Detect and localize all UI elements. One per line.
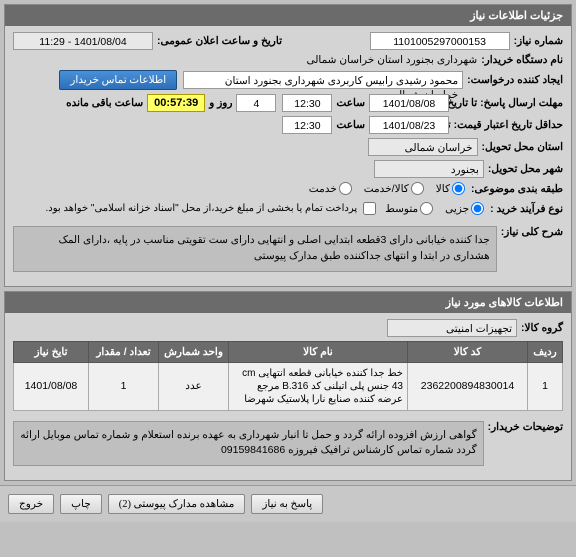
validity-date-field: 1401/08/23 — [369, 116, 449, 134]
summary-box: جدا کننده خیابانی دارای 3قطعه ابتدایی اص… — [13, 226, 497, 272]
need-details-panel: جزئیات اطلاعات نیاز شماره نیاز: 11010052… — [4, 4, 572, 287]
group-field: تجهیزات امنیتی — [387, 319, 517, 337]
panel-body-2: گروه کالا: تجهیزات امنیتی ردیف کد کالا ن… — [5, 313, 571, 481]
reply-button[interactable]: پاسخ به نیاز — [251, 494, 323, 514]
days-label: روز و — [209, 97, 232, 109]
radio-both[interactable]: خدمت — [309, 182, 354, 195]
province-field: خراسان شمالی — [368, 138, 478, 156]
panel-body-1: شماره نیاز: 1101005297000153 تاریخ و ساع… — [5, 26, 571, 286]
category-radio-group: کالا کالا/خدمت خدمت — [309, 182, 467, 195]
summary-label: شرح کلی نیاز: — [501, 226, 563, 238]
process-label: نوع فرآیند خرید : — [490, 203, 563, 215]
radio-goods[interactable]: کالا — [436, 182, 467, 195]
cell-row: 1 — [528, 362, 563, 410]
col-name: نام کالا — [229, 341, 408, 362]
cell-code: 2362200894830014 — [408, 362, 528, 410]
deadline-date-field: 1401/08/08 — [369, 94, 449, 112]
col-code: کد کالا — [408, 341, 528, 362]
announce-field: 1401/08/04 - 11:29 — [13, 32, 153, 50]
announce-label: تاریخ و ساعت اعلان عمومی: — [157, 35, 282, 47]
col-unit: واحد شمارش — [159, 341, 229, 362]
table-header-row: ردیف کد کالا نام کالا واحد شمارش تعداد /… — [14, 341, 563, 362]
goods-table: ردیف کد کالا نام کالا واحد شمارش تعداد /… — [13, 341, 563, 411]
time-label-2: ساعت — [336, 119, 365, 131]
panel-header-1: جزئیات اطلاعات نیاز — [5, 5, 571, 26]
print-button[interactable]: چاپ — [60, 494, 102, 514]
buyer-notes-box: گواهی ارزش افزوده ارائه گردد و حمل تا ان… — [13, 421, 484, 467]
table-row[interactable]: 1 2362200894830014 خط جدا کننده خیابانی … — [14, 362, 563, 410]
bottom-action-bar: پاسخ به نیاز مشاهده مدارک پیوستی (2) چاپ… — [0, 485, 576, 522]
need-no-field: 1101005297000153 — [370, 32, 510, 50]
cell-name: خط جدا کننده خیابانی قطعه انتهایی cm 43 … — [229, 362, 408, 410]
radio-service[interactable]: کالا/خدمت — [364, 182, 426, 195]
validity-label: حداقل تاریخ اعتبار قیمت: تا تاریخ: — [453, 119, 563, 131]
time-label-1: ساعت — [336, 97, 365, 109]
validity-time-field: 12:30 — [282, 116, 332, 134]
city-field: بجنورد — [374, 160, 484, 178]
buyer-label: نام دستگاه خریدار: — [481, 54, 563, 66]
col-row: ردیف — [528, 341, 563, 362]
cell-qty: 1 — [89, 362, 159, 410]
col-qty: تعداد / مقدار — [89, 341, 159, 362]
col-date: تایخ نیاز — [14, 341, 89, 362]
goods-info-panel: اطلاعات کالاهای مورد نیاز گروه کالا: تجه… — [4, 291, 572, 482]
deadline-time-field: 12:30 — [282, 94, 332, 112]
radio-partial[interactable]: جزیی — [445, 202, 486, 215]
exit-button[interactable]: خروج — [8, 494, 54, 514]
cell-unit: عدد — [159, 362, 229, 410]
category-label: طبقه بندی موضوعی: — [471, 183, 563, 195]
radio-medium[interactable]: متوسط — [385, 202, 435, 215]
creator-label: ایجاد کننده درخواست: — [467, 74, 563, 86]
deadline-label: مهلت ارسال پاسخ: تا تاریخ: — [453, 97, 563, 109]
treasury-checkbox[interactable]: پرداخت تمام یا بخشی از مبلغ خرید،از محل … — [46, 199, 380, 218]
days-left-field: 4 — [236, 94, 276, 112]
countdown-timer: 00:57:39 — [147, 94, 205, 112]
buyer-value: شهرداری بجنورد استان خراسان شمالی — [306, 54, 477, 66]
need-no-label: شماره نیاز: — [514, 35, 563, 47]
attachments-button[interactable]: مشاهده مدارک پیوستی (2) — [108, 494, 246, 514]
buyer-contact-button[interactable]: اطلاعات تماس خریدار — [59, 70, 177, 90]
cell-date: 1401/08/08 — [14, 362, 89, 410]
process-radio-group: جزیی متوسط — [385, 202, 486, 215]
creator-field: محمود رشیدی رابیس کاربردی شهرداری بجنورد… — [183, 71, 463, 89]
panel-header-2: اطلاعات کالاهای مورد نیاز — [5, 292, 571, 313]
remain-label: ساعت باقی مانده — [66, 97, 143, 109]
province-label: استان محل تحویل: — [482, 141, 563, 153]
city-label: شهر محل تحویل: — [488, 163, 563, 175]
buyer-notes-label: توضیحات خریدار: — [488, 421, 563, 433]
group-label: گروه کالا: — [521, 322, 563, 334]
